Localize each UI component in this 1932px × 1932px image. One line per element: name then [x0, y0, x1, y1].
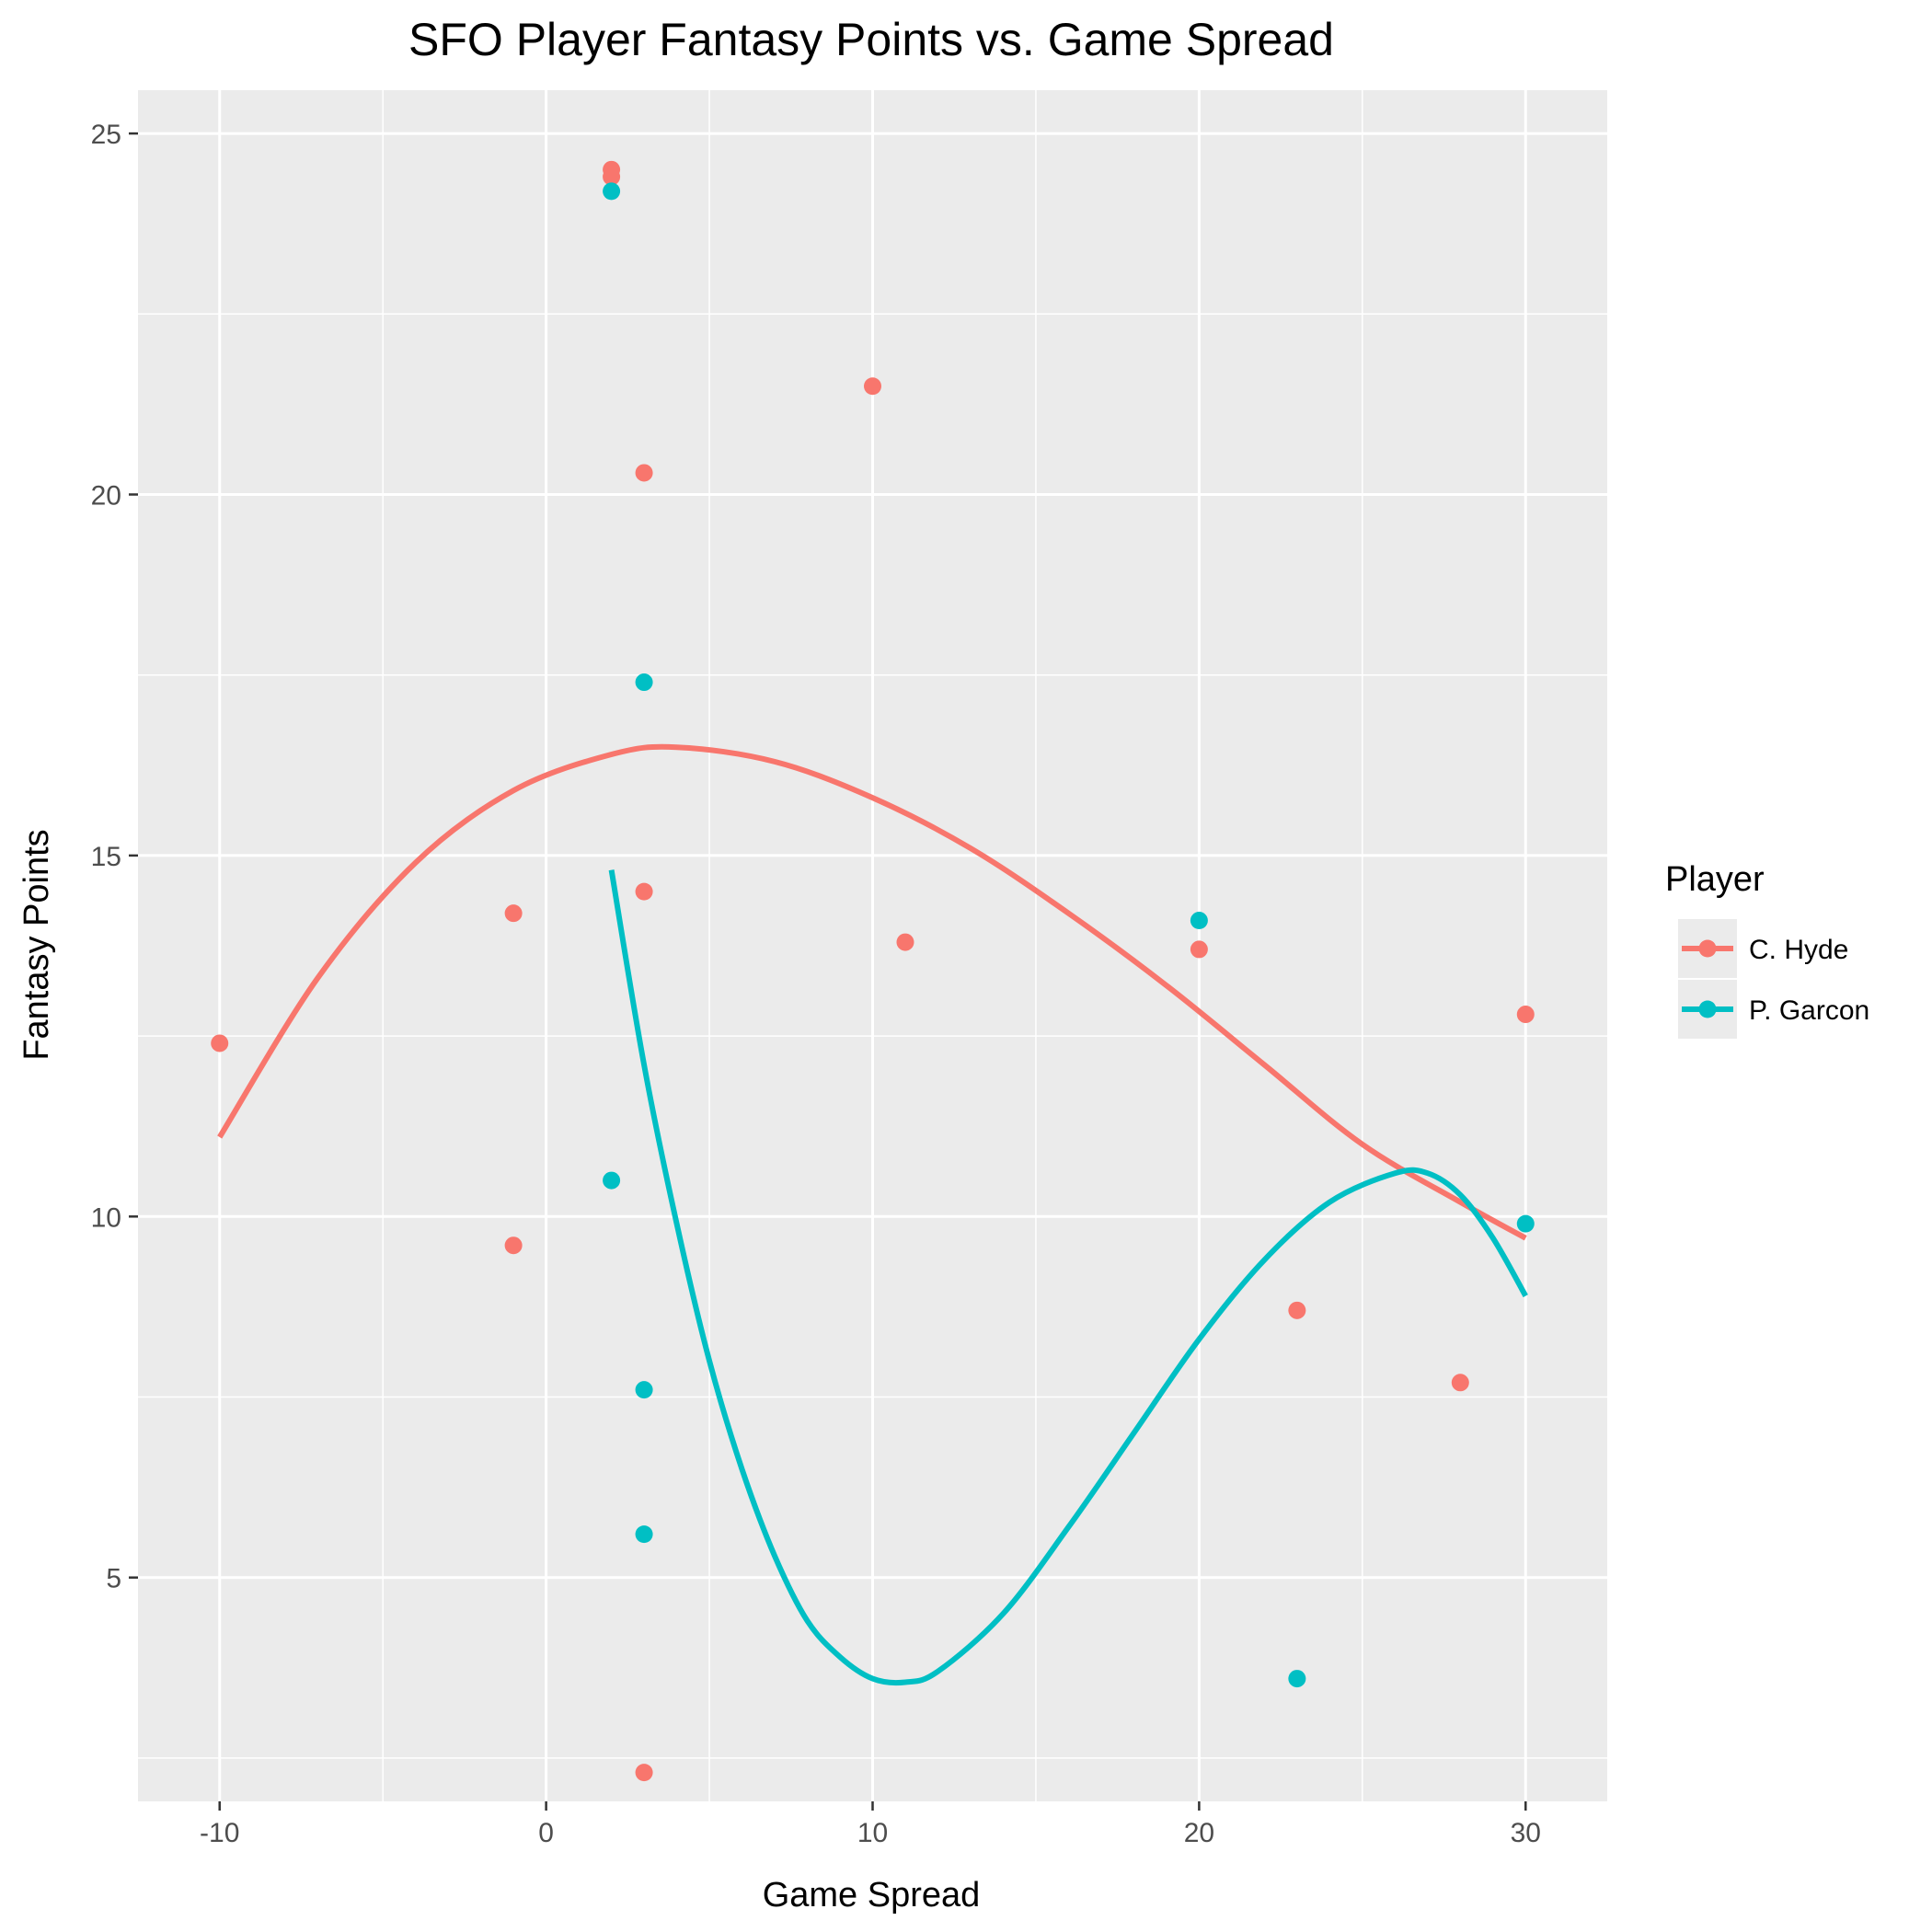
- data-point-p-garcon: [603, 182, 621, 201]
- x-tick-label: 0: [538, 1818, 554, 1848]
- y-tick-label: 25: [91, 120, 121, 150]
- trend-line-p-garcon: [608, 869, 1528, 1686]
- trend-lines: [217, 743, 1528, 1686]
- data-point-p-garcon: [603, 1171, 621, 1190]
- data-point-c-hyde: [635, 1764, 653, 1782]
- legend: Player C. Hyde P. Garcon: [1665, 860, 1869, 1041]
- major-gridlines: [138, 90, 1607, 1801]
- legend-key-c-hyde: [1676, 917, 1739, 980]
- y-tick-label: 15: [91, 842, 121, 872]
- data-point-c-hyde: [211, 1034, 229, 1052]
- legend-key-point: [1698, 939, 1717, 958]
- y-tick-label: 10: [91, 1202, 121, 1233]
- data-point-c-hyde: [603, 167, 621, 186]
- legend-title: Player: [1665, 860, 1765, 899]
- data-point-c-hyde: [864, 377, 881, 396]
- data-point-c-hyde: [635, 464, 653, 482]
- data-point-p-garcon: [1190, 912, 1208, 930]
- legend-label-c-hyde: C. Hyde: [1749, 935, 1848, 965]
- x-tick-label: 10: [857, 1818, 888, 1848]
- data-point-c-hyde: [1516, 1006, 1535, 1024]
- data-point-p-garcon: [1288, 1670, 1306, 1688]
- y-tick-label: 20: [91, 480, 121, 511]
- legend-label-p-garcon: P. Garcon: [1749, 995, 1869, 1026]
- data-points: [211, 160, 1535, 1782]
- data-point-p-garcon: [635, 673, 653, 692]
- y-axis: 5 10 15 20 25: [91, 120, 138, 1594]
- data-point-c-hyde: [896, 933, 914, 951]
- x-tick-label: -10: [200, 1818, 239, 1848]
- x-tick-label: 20: [1184, 1818, 1214, 1848]
- legend-key-point: [1698, 1000, 1717, 1018]
- x-tick-label: 30: [1511, 1818, 1541, 1848]
- data-point-p-garcon: [635, 1381, 653, 1399]
- y-tick-label: 5: [106, 1564, 121, 1594]
- data-point-c-hyde: [1190, 940, 1208, 959]
- y-axis-title: Fantasy Points: [17, 829, 56, 1060]
- data-point-c-hyde: [1288, 1301, 1306, 1319]
- data-point-c-hyde: [635, 882, 653, 901]
- chart-title: SFO Player Fantasy Points vs. Game Sprea…: [408, 14, 1334, 65]
- x-axis-title: Game Spread: [763, 1876, 981, 1915]
- trend-line-c-hyde: [217, 743, 1527, 1241]
- legend-key-p-garcon: [1676, 978, 1739, 1041]
- data-point-c-hyde: [504, 904, 523, 923]
- data-point-p-garcon: [1516, 1214, 1535, 1233]
- x-axis: -10 0 10 20 30: [200, 1801, 1541, 1848]
- data-point-p-garcon: [635, 1525, 653, 1544]
- data-point-c-hyde: [1451, 1374, 1469, 1392]
- data-point-c-hyde: [504, 1236, 523, 1255]
